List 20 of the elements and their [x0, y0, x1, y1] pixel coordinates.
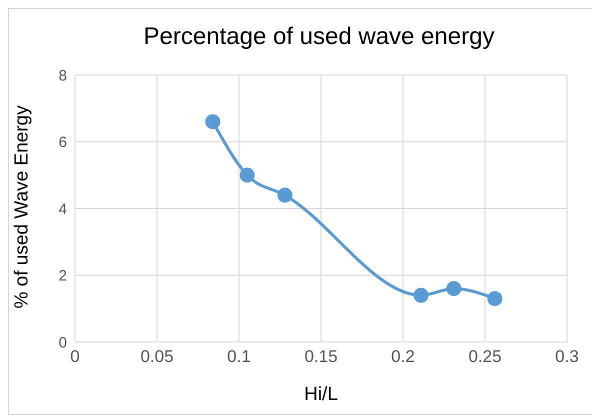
x-tick-label: 0.25 — [468, 347, 502, 366]
point — [414, 288, 429, 303]
point — [205, 114, 220, 130]
point — [277, 188, 292, 203]
y-tick-label: 2 — [58, 268, 67, 285]
x-axis-title: Hi/L — [304, 384, 338, 405]
x-tick-label: 0.2 — [391, 347, 415, 366]
point — [446, 281, 462, 296]
x-tick-label: 0.15 — [304, 347, 338, 366]
point — [240, 168, 255, 183]
y-tick-label: 0 — [58, 334, 67, 352]
x-tick-label: 0.05 — [140, 347, 174, 366]
x-tick-label: 0.3 — [555, 347, 579, 366]
y-axis-title: % of used Wave Energy — [12, 104, 33, 308]
point — [487, 291, 502, 306]
x-tick-label: 0.1 — [227, 347, 251, 366]
y-tick-label: 8 — [58, 67, 67, 84]
chart-title: Percentage of used wave energy — [142, 22, 496, 52]
y-tick-label: 4 — [58, 200, 67, 218]
y-tick-label: 6 — [58, 134, 67, 152]
